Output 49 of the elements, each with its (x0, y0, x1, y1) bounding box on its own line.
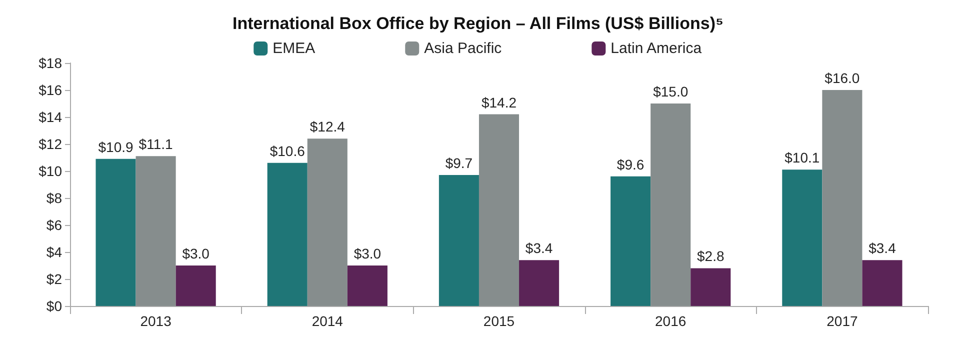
y-tick-label: $6 (46, 217, 62, 233)
y-tick-label: $12 (38, 136, 62, 152)
chart-title: International Box Office by Region – All Films (US$ Billions)⁵ (232, 14, 724, 33)
y-tick-label: $2 (46, 271, 62, 287)
data-label: $10.1 (784, 150, 820, 166)
y-tick-label: $14 (38, 109, 62, 125)
data-label: $14.2 (481, 94, 517, 110)
bar (650, 104, 691, 306)
bar (307, 138, 348, 306)
data-label: $9.6 (616, 156, 644, 172)
bar (347, 266, 388, 306)
data-label: $12.4 (310, 118, 346, 135)
bar (519, 260, 560, 306)
data-label: $3.4 (525, 240, 553, 256)
x-tick-label: 2017 (826, 313, 858, 329)
bar (822, 90, 862, 306)
data-label: $16.0 (824, 70, 860, 86)
data-label: $11.1 (138, 136, 174, 152)
y-tick-label: $10 (38, 163, 62, 179)
legend-label: EMEA (272, 40, 316, 57)
x-tick-label: 2013 (140, 313, 172, 329)
y-tick-label: $4 (46, 244, 62, 260)
bar (478, 114, 520, 306)
bar (782, 170, 822, 306)
bar (438, 175, 479, 306)
data-label: $9.7 (445, 155, 473, 172)
x-tick-label: 2016 (655, 313, 686, 329)
data-label: $10.9 (98, 138, 134, 155)
y-tick-label: $0 (46, 298, 62, 314)
bar (176, 266, 216, 306)
data-label: $2.8 (697, 248, 724, 264)
data-label: $10.6 (270, 142, 306, 159)
legend-label: Latin America (610, 40, 702, 57)
bar (267, 162, 308, 306)
bar (610, 176, 651, 306)
bar (690, 268, 731, 306)
bar (862, 260, 902, 306)
bar (136, 156, 176, 306)
data-label: $3.0 (182, 246, 210, 262)
legend-label: Asia Pacific (424, 40, 502, 57)
bar (96, 158, 136, 306)
x-tick-label: 2014 (312, 313, 344, 329)
y-tick-label: $8 (46, 190, 62, 206)
y-tick-label: $18 (38, 55, 62, 71)
y-tick-label: $16 (38, 82, 62, 98)
data-label: $3.4 (868, 240, 896, 256)
data-label: $3.0 (354, 246, 382, 262)
data-label: $15.0 (653, 84, 688, 100)
x-tick-label: 2015 (483, 313, 515, 329)
